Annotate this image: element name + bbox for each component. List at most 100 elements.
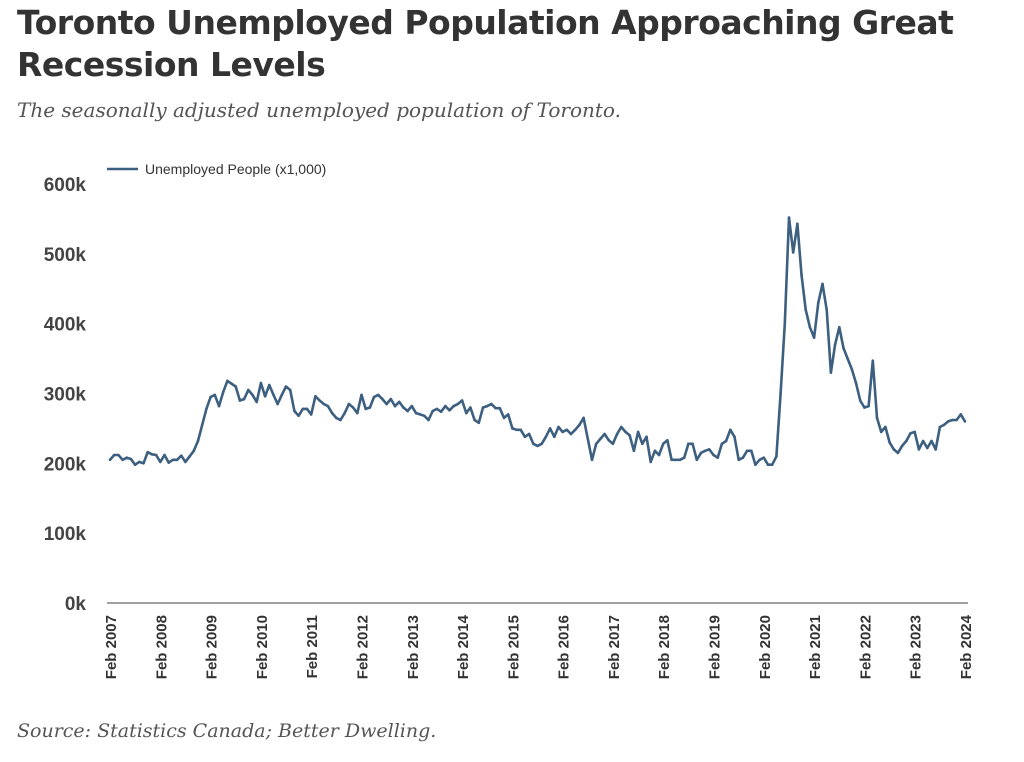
data-point — [750, 449, 753, 453]
data-point — [209, 395, 212, 399]
data-point — [724, 439, 728, 443]
data-point — [951, 418, 954, 422]
data-point — [607, 439, 611, 442]
data-point — [821, 282, 824, 286]
data-point — [708, 448, 711, 451]
x-tick-label: Feb 2011 — [304, 615, 321, 678]
data-point — [448, 409, 451, 412]
data-point — [766, 463, 770, 467]
data-point — [175, 458, 179, 462]
data-point — [368, 406, 372, 409]
data-point — [959, 413, 963, 416]
data-point — [423, 414, 426, 418]
data-point — [657, 453, 661, 457]
data-point — [578, 423, 581, 427]
data-point — [682, 456, 686, 460]
data-point — [242, 397, 246, 401]
data-point — [502, 416, 506, 420]
data-point — [670, 458, 673, 462]
data-point — [288, 388, 292, 392]
data-point — [418, 413, 422, 416]
data-point — [381, 397, 384, 401]
data-point — [892, 448, 896, 451]
y-tick-label: 400k — [44, 315, 87, 336]
data-point — [733, 435, 736, 439]
data-point — [532, 442, 535, 446]
x-tick-label: Feb 2007 — [103, 615, 120, 679]
data-point — [226, 379, 229, 383]
data-point — [406, 409, 409, 413]
y-tick-label: 200k — [44, 454, 87, 475]
data-point — [628, 434, 631, 437]
data-point — [770, 463, 774, 467]
data-point — [573, 428, 577, 432]
data-point — [863, 406, 866, 409]
data-point — [603, 432, 606, 436]
data-point — [213, 393, 217, 397]
x-tick-label: Feb 2016 — [556, 615, 573, 679]
x-tick-label: Feb 2012 — [354, 615, 371, 679]
data-point — [641, 442, 644, 446]
x-tick-label: Feb 2022 — [857, 615, 874, 679]
data-point — [645, 435, 648, 439]
x-tick-label: Feb 2018 — [656, 615, 673, 679]
data-point — [829, 371, 833, 374]
x-tick-label: Feb 2020 — [757, 615, 774, 679]
data-point — [511, 427, 514, 430]
y-tick-label: 600k — [44, 175, 87, 196]
data-point — [347, 402, 351, 406]
data-point — [485, 404, 489, 408]
data-point — [582, 416, 585, 420]
data-point — [515, 428, 518, 432]
data-point — [121, 458, 124, 462]
data-point — [666, 439, 669, 442]
data-point — [393, 404, 397, 408]
data-point — [293, 409, 296, 413]
data-point — [125, 456, 129, 460]
data-point — [460, 399, 464, 402]
source-note: Source: Statistics Canada; Better Dwelli… — [17, 720, 437, 742]
data-point — [561, 430, 564, 434]
data-point — [385, 402, 388, 406]
data-point — [934, 448, 937, 451]
data-point — [758, 458, 761, 462]
data-point — [200, 423, 204, 427]
x-tick-label: Feb 2014 — [455, 614, 472, 679]
data-point — [926, 446, 929, 450]
data-point — [171, 458, 175, 462]
data-point — [465, 411, 468, 415]
data-point — [205, 407, 208, 411]
y-tick-label: 300k — [44, 385, 87, 406]
data-point — [909, 432, 912, 435]
data-point — [661, 442, 665, 446]
x-tick-label: Feb 2023 — [908, 615, 925, 679]
data-point — [611, 442, 615, 446]
data-point — [817, 301, 820, 305]
data-point — [896, 451, 900, 455]
data-point — [599, 437, 602, 441]
data-point — [900, 444, 904, 448]
data-point — [544, 435, 548, 439]
data-point — [825, 308, 828, 312]
data-point — [268, 383, 271, 387]
data-point — [133, 463, 137, 467]
legend-label: Unemployed People (x1,000) — [145, 161, 326, 177]
data-point — [444, 404, 447, 408]
data-point — [469, 406, 472, 409]
data-point — [712, 453, 715, 457]
y-tick-label: 100k — [44, 524, 87, 545]
data-point — [326, 404, 330, 408]
chart-subtitle: The seasonally adjusted unemployed popul… — [17, 98, 621, 122]
data-point — [360, 393, 363, 397]
data-point — [477, 421, 481, 425]
data-point — [255, 400, 258, 404]
data-point — [800, 273, 803, 277]
data-point — [754, 463, 757, 467]
data-point — [716, 456, 719, 460]
data-point — [376, 393, 380, 397]
data-point — [456, 402, 460, 406]
data-point — [888, 441, 891, 444]
series-points — [108, 216, 967, 467]
data-point — [875, 416, 879, 420]
data-point — [636, 430, 640, 434]
